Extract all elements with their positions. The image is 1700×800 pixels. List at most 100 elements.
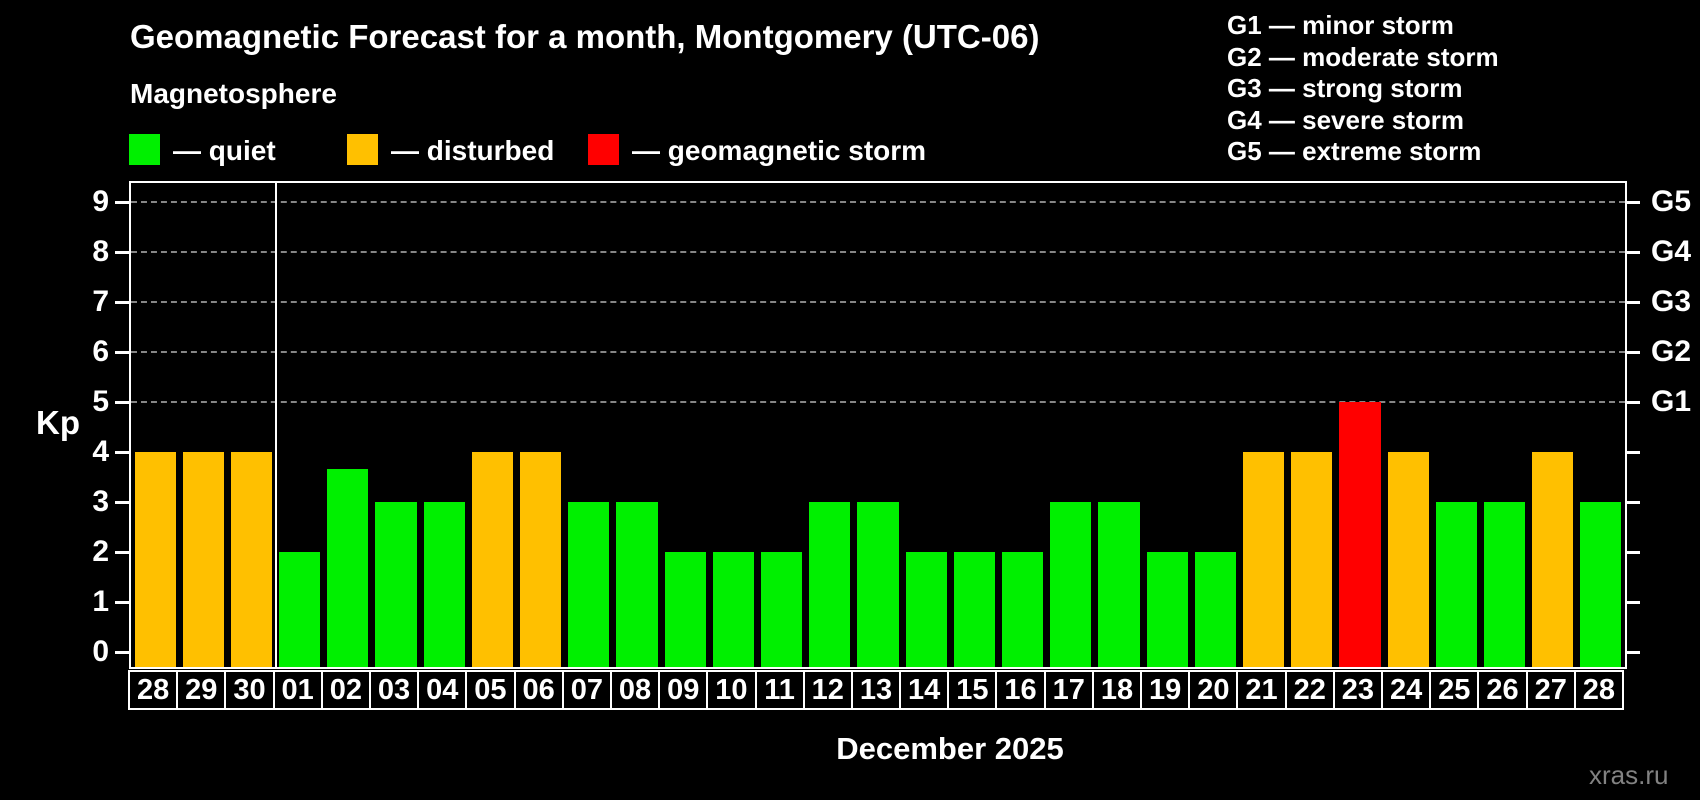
x-axis-day-cell: 29 [176, 670, 227, 710]
x-axis-day-cell: 22 [1284, 670, 1335, 710]
x-axis-day-cell: 10 [706, 670, 757, 710]
bar-day-12 [809, 502, 851, 667]
right-axis-tick-4 [1627, 451, 1640, 454]
right-axis-tick-5 [1627, 401, 1640, 404]
x-axis-day-cell: 09 [658, 670, 709, 710]
bar-day-25 [1435, 502, 1477, 667]
right-axis-tick-3 [1627, 501, 1640, 504]
right-axis-tick-9 [1627, 201, 1640, 204]
bar-day-04 [423, 502, 465, 667]
x-axis-day-cell: 05 [465, 670, 516, 710]
y-axis-tick-label-7: 7 [92, 285, 109, 318]
g-axis-label-g2: G2 [1651, 335, 1692, 368]
x-axis-day-cell: 21 [1236, 670, 1287, 710]
y-axis-tick-label-3: 3 [92, 485, 109, 518]
x-axis-day-cell: 13 [850, 670, 902, 710]
bar-day-29 [182, 452, 224, 667]
x-axis-day-cell: 15 [947, 670, 998, 710]
kp-axis-label: Kp [36, 404, 80, 441]
y-axis-tick-0 [115, 651, 129, 654]
x-axis-day-cell: 07 [561, 670, 612, 710]
right-axis-tick-6 [1627, 351, 1640, 354]
bar-day-09 [664, 552, 706, 667]
legend-label-quiet: — quiet [173, 135, 276, 166]
gridline-kp7 [131, 301, 1625, 303]
bar-day-02 [327, 468, 369, 667]
x-axis-day-cell: 17 [1043, 670, 1094, 710]
bar-day-28 [134, 452, 176, 667]
bar-day-03 [375, 502, 417, 667]
y-axis-tick-label-0: 0 [92, 635, 109, 668]
x-axis-day-cell: 23 [1332, 670, 1384, 710]
x-axis-day-cell: 03 [368, 670, 420, 710]
x-axis-day-cell: 11 [754, 670, 805, 710]
magnetosphere-label: Magnetosphere [130, 78, 337, 109]
bar-day-15 [953, 552, 995, 667]
chart-title: Geomagnetic Forecast for a month, Montgo… [130, 18, 1040, 55]
y-axis-tick-label-1: 1 [92, 585, 109, 618]
bar-day-30 [230, 452, 273, 667]
bar-day-23 [1339, 402, 1381, 667]
x-axis-day-cell: 06 [513, 670, 564, 710]
g-scale-legend-item: G5 — extreme storm [1227, 136, 1482, 166]
y-axis-tick-8 [115, 251, 129, 254]
x-axis-day-cell: 19 [1140, 670, 1191, 710]
watermark: xras.ru [1589, 760, 1669, 790]
y-axis-tick-1 [115, 601, 129, 604]
x-axis-day-cell: 20 [1188, 670, 1239, 710]
gridline-kp5 [131, 401, 1625, 403]
x-axis-day-cell: 26 [1477, 670, 1528, 710]
g-axis-label-g3: G3 [1651, 285, 1692, 318]
bar-day-10 [712, 552, 754, 667]
y-axis-tick-2 [115, 551, 129, 554]
x-axis-day-cell: 01 [272, 670, 323, 710]
y-axis-tick-label-9: 9 [92, 185, 109, 218]
x-axis-day-cell: 25 [1429, 670, 1480, 710]
bar-day-14 [905, 552, 947, 667]
g-axis-label-g4: G4 [1651, 235, 1692, 268]
y-axis-tick-label-2: 2 [92, 535, 109, 568]
bar-day-16 [1001, 552, 1044, 667]
month-label: December 2025 [836, 731, 1064, 766]
disturbed-color-swatch [347, 134, 378, 165]
y-axis-tick-9 [115, 201, 129, 204]
x-axis-day-cell: 28 [128, 670, 179, 710]
y-axis-tick-label-8: 8 [92, 235, 109, 268]
bar-day-26 [1483, 502, 1526, 667]
bar-day-18 [1098, 502, 1140, 667]
y-axis-tick-7 [115, 301, 129, 304]
bar-day-22 [1291, 452, 1333, 667]
x-axis-day-cell: 24 [1381, 670, 1432, 710]
y-axis-tick-4 [115, 451, 129, 454]
gridline-kp8 [131, 251, 1625, 253]
y-axis-tick-label-5: 5 [92, 385, 109, 418]
x-axis-day-cell: 12 [802, 670, 853, 710]
y-axis-tick-5 [115, 401, 129, 404]
right-axis-tick-1 [1627, 601, 1640, 604]
bar-day-08 [616, 502, 658, 667]
quiet-color-swatch [129, 134, 160, 165]
bar-day-20 [1194, 552, 1236, 667]
x-axis-day-cell: 04 [417, 670, 468, 710]
bar-day-27 [1532, 452, 1574, 667]
x-axis-day-cell: 18 [1091, 670, 1143, 710]
bar-day-07 [568, 502, 610, 667]
g-scale-legend-item: G2 — moderate storm [1227, 41, 1499, 72]
x-axis-day-cell: 08 [609, 670, 661, 710]
x-axis-day-cell: 27 [1525, 670, 1576, 710]
x-axis-day-cell: 14 [899, 670, 950, 710]
legend-label-storm: — geomagnetic storm [632, 135, 927, 166]
g-scale-legend-item: G3 — strong storm [1227, 73, 1463, 103]
bar-day-01 [279, 552, 321, 667]
bar-day-13 [857, 502, 899, 667]
status-legend: — quiet — disturbed — geomagnetic storm [0, 134, 1700, 166]
y-axis-tick-label-4: 4 [92, 435, 109, 468]
right-axis-tick-8 [1627, 251, 1640, 254]
y-axis-tick-6 [115, 351, 129, 354]
right-axis-tick-0 [1627, 651, 1640, 654]
x-axis-day-cell: 16 [995, 670, 1046, 710]
plot-area: 0 1 2 3 4 5 6 7 8 9 G1 G2 G3 G4 G5 [92, 181, 1691, 669]
g-scale-legend-item: G1 — minor storm [1227, 10, 1454, 40]
bar-day-06 [520, 452, 562, 667]
bar-day-05 [471, 452, 514, 667]
